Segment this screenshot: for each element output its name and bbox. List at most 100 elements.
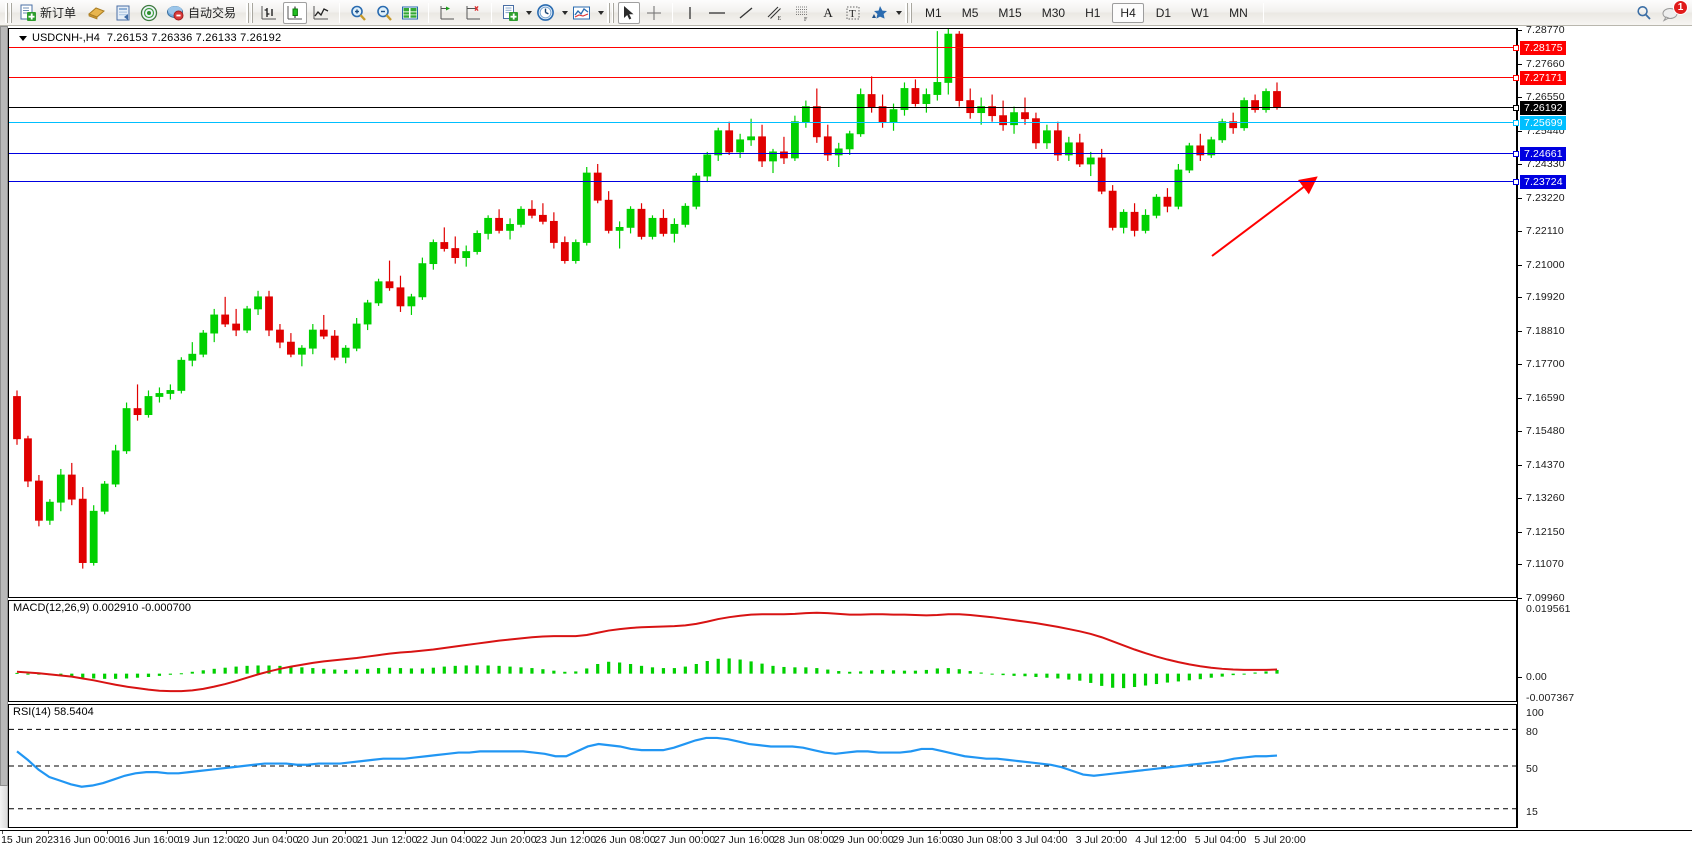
macd-pane[interactable]: MACD(12,26,9) 0.002910 -0.000700 (8, 600, 1517, 702)
auto-trading-button[interactable]: 自动交易 (163, 2, 242, 24)
price-axis-tick (1518, 130, 1522, 132)
support-line-2-handle[interactable] (1513, 179, 1519, 186)
crosshair-button[interactable] (642, 2, 666, 24)
toolbar-grip-3[interactable] (607, 2, 615, 23)
support-line-1-handle[interactable] (1513, 151, 1519, 158)
shapes-button[interactable] (867, 2, 892, 24)
shapes-dropdown-caret[interactable] (896, 10, 903, 15)
chart-shift-button[interactable] (435, 2, 459, 24)
toolbar-separator (339, 2, 341, 23)
price-axis-label: 7.11070 (1526, 558, 1564, 571)
timeframe-m15[interactable]: M15 (998, 5, 1022, 20)
toolbar-grip-4[interactable] (905, 2, 913, 23)
support-line-1[interactable] (9, 151, 1519, 158)
search-button[interactable] (1632, 2, 1656, 24)
resistance-line-1[interactable] (9, 44, 1519, 51)
data-window-grid-button[interactable] (398, 2, 422, 24)
price-axis-label: 7.19920 (1526, 291, 1565, 304)
toolbar-separator-2 (428, 2, 430, 23)
bid-price-line-handle[interactable] (1513, 119, 1519, 126)
symbol-info-bar[interactable]: USDCNH-,H4 7.26153 7.26336 7.26133 7.261… (19, 32, 281, 44)
period-dropdown-caret[interactable] (562, 10, 569, 15)
price-axis-tick (1518, 164, 1522, 166)
zoom-in-button[interactable] (346, 2, 370, 24)
signals-icon (140, 4, 158, 21)
timeframe-w1[interactable]: W1 (1191, 5, 1210, 20)
resistance-line-1-handle[interactable] (1513, 44, 1519, 51)
price-axis-tick (1518, 431, 1522, 433)
toolbar-grip[interactable] (5, 2, 12, 23)
chart-scrollbar-thumb[interactable] (0, 26, 8, 786)
chart-vertical-scrollbar[interactable] (0, 26, 8, 828)
signals-button[interactable] (137, 2, 161, 24)
text-label-button[interactable]: T (841, 2, 865, 24)
rsi-pane[interactable]: RSI(14) 58.5404 (8, 704, 1517, 828)
bid-price-line[interactable] (9, 119, 1519, 126)
timeframe-h4[interactable]: H4 (1112, 2, 1144, 23)
support-line-2-price-chip[interactable]: 7.23724 (1520, 175, 1566, 190)
time-axis-tick (940, 831, 942, 834)
indicators-dropdown-caret[interactable] (526, 10, 533, 15)
support-line-1-price-chip[interactable]: 7.24661 (1520, 147, 1566, 162)
price-pane[interactable]: USDCNH-,H4 7.26153 7.26336 7.26133 7.261… (8, 28, 1519, 598)
vertical-line-button[interactable] (679, 2, 701, 24)
cursor-button[interactable] (618, 1, 641, 24)
toolbar-separator-3 (491, 2, 493, 23)
price-axis[interactable]: 7.28770 7.27660 7.26550 7.25440 7.24330 7.232… (1517, 24, 1692, 828)
horizontal-line-icon (709, 11, 726, 14)
timeframe-d1[interactable]: D1 (1155, 5, 1172, 20)
price-axis-tick (1518, 364, 1522, 366)
bid-price-line-price-chip[interactable]: 7.25699 (1520, 115, 1566, 130)
support-line-2[interactable] (9, 179, 1519, 186)
fibonacci-icon: F (796, 6, 809, 22)
text-button[interactable]: A (817, 2, 839, 24)
last-price-line-handle[interactable] (1513, 104, 1519, 111)
resistance-line-2[interactable] (9, 75, 1519, 82)
timeframe-h1[interactable]: H1 (1085, 5, 1101, 20)
macd-axis-label: -0.007367 (1526, 692, 1575, 704)
fibonacci-button[interactable]: F (789, 2, 815, 24)
auto-trading-label: 自动交易 (188, 6, 237, 20)
expert-advisor-button[interactable] (84, 2, 109, 24)
cursor-icon (624, 5, 634, 19)
symbol-dropdown-caret[interactable] (19, 35, 27, 41)
new-order-label: 新订单 (40, 6, 77, 20)
templates-button[interactable] (569, 2, 594, 24)
trendline-button[interactable] (733, 2, 759, 24)
last-price-line-price-chip[interactable]: 7.26192 (1520, 100, 1566, 115)
data-window-button[interactable] (111, 2, 135, 24)
time-axis-label: 27 Jun 16:00 (713, 834, 775, 846)
bar-chart-button[interactable] (257, 2, 281, 24)
auto-scroll-button[interactable] (461, 2, 485, 24)
price-axis-tick (1518, 330, 1522, 332)
time-axis[interactable]: 15 Jun 2023 16 Jun 00:00 16 Jun 16:00 19 Ju… (0, 830, 1692, 850)
resistance-line-2-handle[interactable] (1513, 75, 1519, 82)
period-button[interactable] (533, 2, 558, 24)
new-order-button[interactable]: 新订单 (16, 2, 82, 24)
alerts-button[interactable]: 1 (1658, 0, 1688, 24)
templates-icon (573, 6, 591, 19)
zoom-out-button[interactable] (372, 2, 396, 24)
resistance-line-1-price-chip[interactable]: 7.28175 (1520, 40, 1566, 55)
indicators-button[interactable] (498, 2, 522, 24)
last-price-line[interactable] (9, 104, 1519, 111)
templates-dropdown-caret[interactable] (598, 10, 605, 15)
equidistant-channel-button[interactable]: E (761, 2, 787, 24)
time-axis-tick (404, 831, 406, 834)
time-axis-label: 16 Jun 16:00 (118, 834, 180, 846)
text-icon: A (823, 4, 833, 20)
price-axis-label: 7.17700 (1526, 358, 1565, 371)
timeframe-m5[interactable]: M5 (961, 5, 979, 20)
line-chart-button[interactable] (309, 2, 333, 24)
toolbar-grip-2[interactable] (246, 2, 254, 23)
horizontal-line-button[interactable] (703, 2, 731, 24)
price-axis-label: 7.18810 (1526, 324, 1565, 337)
time-axis-label: 23 Jun 12:00 (535, 834, 597, 846)
timeframe-m1[interactable]: M1 (925, 5, 942, 20)
vertical-line-icon (689, 6, 691, 19)
candlestick-chart-button[interactable] (283, 1, 308, 24)
trendline-icon (739, 7, 753, 18)
timeframe-m30[interactable]: M30 (1041, 5, 1066, 20)
timeframe-mn[interactable]: MN (1229, 5, 1248, 20)
resistance-line-2-price-chip[interactable]: 7.27171 (1520, 71, 1566, 86)
